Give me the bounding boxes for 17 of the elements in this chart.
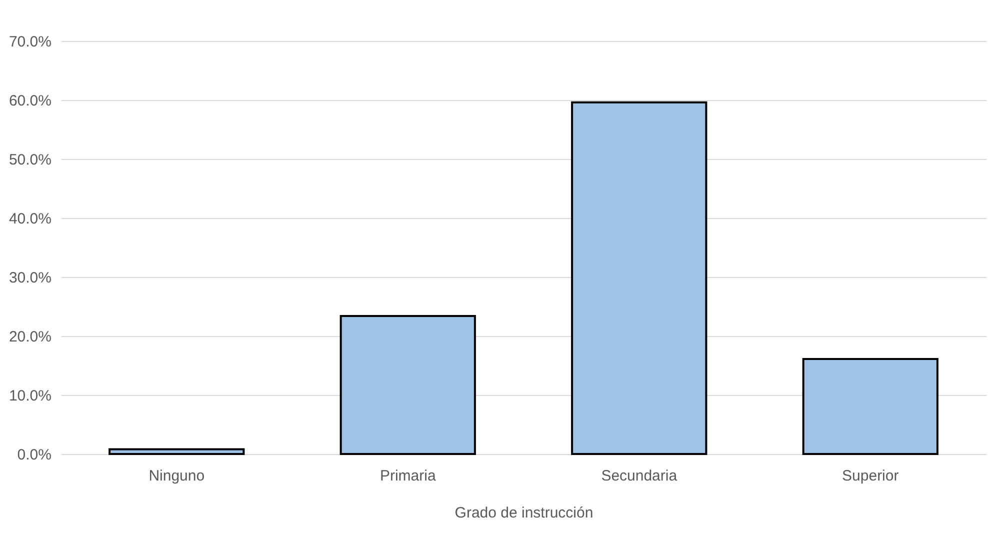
y-tick-label: 30.0% [8,270,52,286]
x-axis-title: Grado de instrucción [454,504,594,522]
y-tick-label: 0.0% [17,446,52,464]
x-tick-label: Secundaria [601,468,678,484]
y-tick-label: 20.0% [8,328,52,346]
y-tick-label: 60.0% [8,92,52,110]
bar [108,448,245,455]
bar [340,314,476,455]
y-tick-label: 40.0% [8,210,52,228]
bar [802,358,938,455]
y-tick-label: 50.0% [8,152,52,168]
x-tick-label: Primaria [380,468,436,484]
x-tick-label: Superior [842,468,899,484]
x-tick-label: Ninguno [148,468,205,484]
bar [571,101,708,455]
y-tick-label: 70.0% [8,34,52,50]
y-tick-label: 10.0% [8,388,52,404]
